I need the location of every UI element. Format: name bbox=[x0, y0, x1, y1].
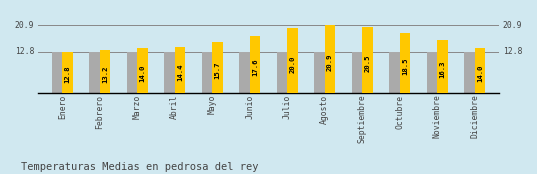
Bar bbox=[325, 26, 335, 93]
Bar bbox=[52, 52, 62, 93]
Text: 17.6: 17.6 bbox=[252, 59, 258, 76]
Text: 20.5: 20.5 bbox=[365, 55, 371, 72]
Text: 20.9: 20.9 bbox=[503, 21, 523, 30]
Bar bbox=[475, 48, 485, 93]
Text: 14.0: 14.0 bbox=[140, 64, 146, 82]
Text: 14.4: 14.4 bbox=[177, 64, 183, 81]
Bar bbox=[362, 27, 373, 93]
Bar bbox=[400, 33, 410, 93]
Bar bbox=[100, 50, 110, 93]
Text: 12.8: 12.8 bbox=[14, 47, 34, 56]
Text: 18.5: 18.5 bbox=[402, 57, 408, 75]
Bar bbox=[287, 28, 297, 93]
Bar bbox=[175, 47, 185, 93]
Bar bbox=[427, 52, 437, 93]
Bar bbox=[202, 52, 212, 93]
Text: 20.0: 20.0 bbox=[289, 55, 295, 73]
Text: 20.9: 20.9 bbox=[327, 54, 333, 72]
Bar bbox=[89, 52, 100, 93]
Text: 12.8: 12.8 bbox=[503, 47, 523, 56]
Text: 20.9: 20.9 bbox=[14, 21, 34, 30]
Bar bbox=[127, 52, 137, 93]
Bar bbox=[137, 48, 148, 93]
Text: 15.7: 15.7 bbox=[214, 62, 221, 79]
Bar bbox=[465, 52, 475, 93]
Text: 16.3: 16.3 bbox=[439, 61, 446, 78]
Bar bbox=[240, 52, 250, 93]
Bar bbox=[352, 52, 362, 93]
Bar bbox=[250, 36, 260, 93]
Text: 13.2: 13.2 bbox=[102, 65, 108, 83]
Text: Temperaturas Medias en pedrosa del rey: Temperaturas Medias en pedrosa del rey bbox=[21, 162, 259, 172]
Bar bbox=[164, 52, 175, 93]
Bar bbox=[277, 52, 287, 93]
Bar bbox=[314, 52, 325, 93]
Bar bbox=[62, 52, 72, 93]
Text: 14.0: 14.0 bbox=[477, 64, 483, 82]
Bar bbox=[389, 52, 400, 93]
Bar bbox=[437, 40, 448, 93]
Text: 12.8: 12.8 bbox=[64, 66, 70, 83]
Bar bbox=[212, 42, 223, 93]
